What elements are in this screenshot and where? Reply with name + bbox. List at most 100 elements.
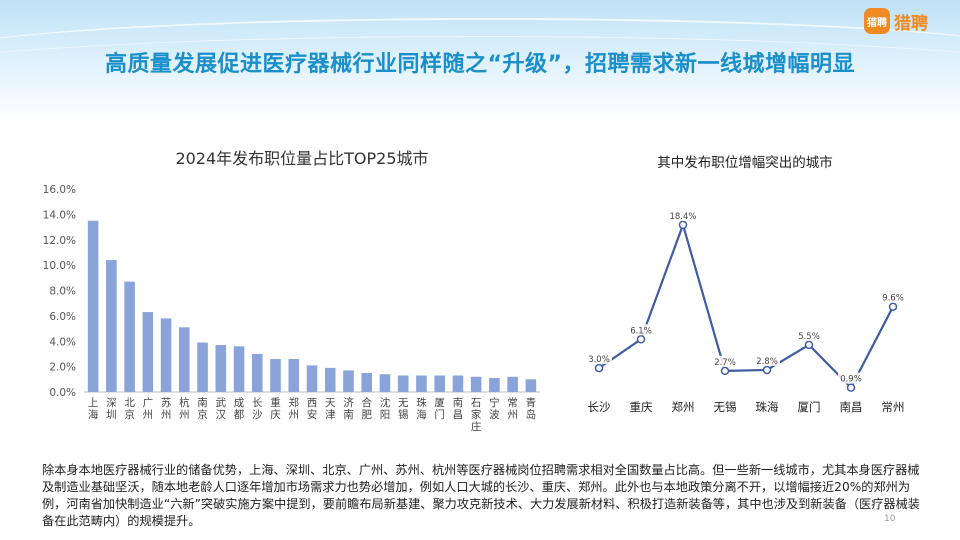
bar bbox=[452, 375, 464, 392]
bar bbox=[397, 375, 409, 392]
x-tick-label: 长沙 bbox=[588, 400, 611, 414]
summary-paragraph: 除本身本地医疗器械行业的储备优势，上海、深圳、北京、广州、苏州、杭州等医疗器械岗… bbox=[42, 463, 920, 528]
y-tick-label: 16.0% bbox=[43, 184, 76, 196]
x-tick-label: 珠 bbox=[416, 396, 427, 409]
brand-logo-text: 猎聘 bbox=[894, 13, 928, 34]
x-tick-label: 石 bbox=[471, 397, 482, 409]
y-tick-label: 12.0% bbox=[43, 235, 76, 247]
x-tick-label: 南 bbox=[197, 396, 208, 409]
x-tick-label: 郑 bbox=[289, 396, 300, 409]
bar bbox=[270, 359, 281, 392]
x-tick-label: 南 bbox=[343, 408, 354, 421]
x-tick-label: 庆 bbox=[270, 408, 281, 421]
data-point bbox=[594, 363, 604, 373]
bar bbox=[160, 318, 172, 392]
x-tick-label: 宁 bbox=[489, 396, 500, 409]
x-tick-label: 门 bbox=[434, 408, 445, 421]
y-tick-label: 14.0% bbox=[43, 209, 76, 221]
x-tick-label: 海 bbox=[88, 408, 99, 421]
data-label-bg bbox=[712, 355, 738, 367]
data-label: 2.8% bbox=[756, 357, 778, 367]
x-tick-label: 厦门 bbox=[798, 400, 821, 414]
x-tick-label: 重庆 bbox=[630, 400, 653, 414]
x-tick-label: 天 bbox=[325, 397, 336, 409]
bar bbox=[288, 359, 300, 392]
x-tick-label: 苏 bbox=[161, 396, 172, 409]
x-tick-label: 岛 bbox=[526, 408, 537, 421]
x-tick-label: 南 bbox=[453, 396, 464, 409]
x-tick-label: 沈 bbox=[380, 396, 391, 409]
bar bbox=[179, 327, 190, 392]
x-tick-label: 广 bbox=[143, 397, 154, 409]
x-tick-label: 郑州 bbox=[672, 400, 695, 414]
data-point bbox=[804, 340, 814, 350]
bar bbox=[489, 378, 500, 392]
x-tick-label: 合 bbox=[361, 396, 372, 409]
data-label-bg bbox=[838, 372, 864, 384]
bar bbox=[525, 379, 537, 392]
data-label: 5.5% bbox=[798, 332, 820, 342]
x-tick-label: 常 bbox=[507, 396, 518, 409]
x-tick-label: 济 bbox=[343, 396, 354, 409]
x-tick-label: 昌 bbox=[453, 409, 464, 421]
bar bbox=[251, 353, 263, 392]
decorative-wave bbox=[0, 36, 960, 117]
page-title: 高质量发展促进医疗器械行业同样随之“升级”，招聘需求新一线城增幅明显 bbox=[105, 52, 855, 77]
line-chart-title: 其中发布职位增幅突出的城市 bbox=[657, 155, 833, 171]
data-label: 6.1% bbox=[630, 326, 652, 336]
data-label: 18.4% bbox=[669, 212, 696, 222]
page-number: 10 bbox=[884, 514, 896, 524]
data-point bbox=[636, 335, 646, 344]
x-tick-label: 成 bbox=[234, 397, 245, 409]
x-tick-label: 青 bbox=[526, 396, 537, 409]
y-tick-label: 10.0% bbox=[43, 260, 76, 272]
x-tick-label: 津 bbox=[325, 409, 336, 421]
data-label: 0.9% bbox=[840, 375, 862, 385]
data-label-bg bbox=[628, 324, 654, 336]
data-label-bg bbox=[796, 329, 822, 341]
brand-logo: 猎聘 猎聘 bbox=[864, 8, 928, 34]
data-label-bg bbox=[880, 291, 906, 303]
decorative-wave bbox=[0, 18, 960, 90]
bar bbox=[233, 346, 245, 392]
x-tick-label: 武 bbox=[216, 396, 227, 409]
x-tick-label: 肥 bbox=[361, 409, 372, 421]
x-tick-label: 北 bbox=[124, 397, 135, 409]
bar bbox=[507, 376, 518, 392]
x-tick-label: 海 bbox=[416, 408, 427, 421]
x-tick-label: 州 bbox=[179, 409, 190, 421]
bar bbox=[470, 376, 482, 392]
y-tick-label: 4.0% bbox=[49, 336, 76, 348]
line-chart: 3.0% 长沙 6.1% 重庆 18.4% 郑州 2.7% 无锡 2.8% 珠海 5.5% 厦门 0.9… bbox=[586, 209, 906, 414]
x-tick-label: 庄 bbox=[471, 420, 482, 433]
x-tick-label: 厦 bbox=[434, 397, 445, 409]
x-tick-label: 西 bbox=[307, 397, 318, 409]
x-tick-label: 上 bbox=[88, 397, 99, 409]
x-tick-label: 杭 bbox=[179, 396, 190, 409]
x-tick-label: 都 bbox=[234, 409, 245, 421]
data-point bbox=[720, 366, 730, 376]
brand-logo-icon: 猎聘 bbox=[864, 8, 890, 34]
x-tick-label: 常州 bbox=[882, 400, 905, 414]
data-point bbox=[678, 220, 688, 230]
data-point bbox=[762, 365, 772, 375]
y-tick-label: 2.0% bbox=[49, 362, 76, 374]
x-tick-label: 重 bbox=[270, 396, 281, 409]
y-tick-label: 8.0% bbox=[49, 286, 76, 298]
bar bbox=[215, 345, 227, 392]
bar bbox=[197, 342, 208, 392]
bar bbox=[142, 312, 154, 392]
bar bbox=[306, 365, 318, 392]
x-tick-label: 珠海 bbox=[756, 400, 779, 414]
bar bbox=[324, 367, 336, 392]
x-tick-label: 阳 bbox=[380, 409, 391, 421]
x-tick-label: 汉 bbox=[216, 409, 227, 421]
bar bbox=[416, 375, 427, 392]
bar bbox=[379, 374, 391, 392]
bar-chart-title: 2024年发布职位量占比TOP25城市 bbox=[175, 149, 428, 168]
x-tick-label: 州 bbox=[507, 409, 518, 421]
x-tick-label: 长 bbox=[252, 397, 263, 409]
bar bbox=[106, 260, 117, 392]
x-tick-label: 锡 bbox=[398, 408, 409, 421]
data-label: 3.0% bbox=[588, 355, 610, 365]
